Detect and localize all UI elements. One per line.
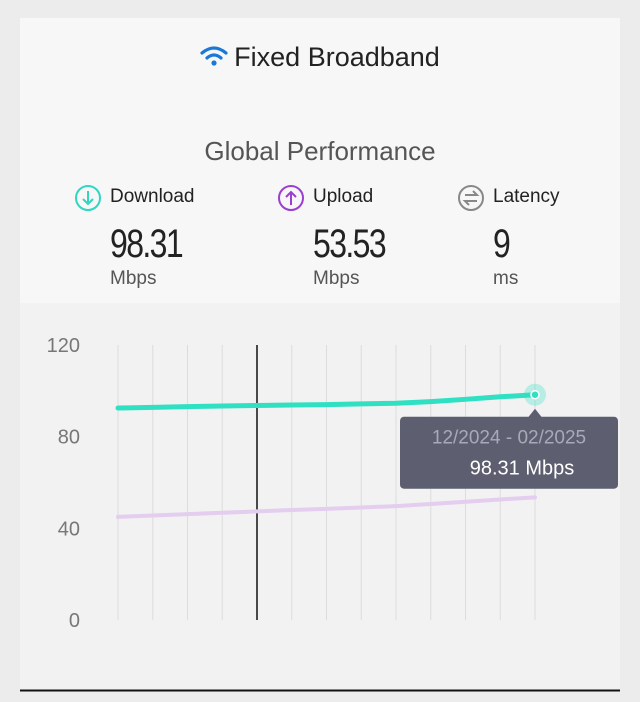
metric-unit: Mbps xyxy=(313,268,360,289)
tooltip-period: 12/2024 - 02/2025 xyxy=(432,428,586,449)
metric-unit: ms xyxy=(493,268,519,289)
series-line xyxy=(115,392,538,411)
metric-value: 98.31 xyxy=(110,222,184,266)
y-tick-label: 0 xyxy=(69,610,80,632)
tooltip-box xyxy=(400,416,618,489)
metric-label: Latency xyxy=(493,186,560,207)
metric-label: Upload xyxy=(313,186,374,207)
y-tick-label: 120 xyxy=(47,335,80,357)
y-tick-label: 40 xyxy=(58,518,80,540)
tooltip-value: 98.31 Mbps xyxy=(470,458,575,480)
title: Fixed Broadband xyxy=(234,42,440,72)
metric-unit: Mbps xyxy=(110,268,157,289)
metric-label: Download xyxy=(110,186,195,207)
header: Fixed Broadband xyxy=(20,42,620,73)
metric-value: 9 xyxy=(493,222,511,266)
section-title: Global Performance xyxy=(204,136,436,166)
wifi-icon xyxy=(200,46,228,66)
latency-icon xyxy=(458,185,484,211)
metric-value: 53.53 xyxy=(313,222,387,266)
series-line xyxy=(116,495,537,519)
upload-icon xyxy=(278,185,304,211)
y-tick-label: 80 xyxy=(58,427,80,449)
tooltip-pointer xyxy=(527,408,543,419)
tooltip: 12/2024 - 02/2025 98.31 Mbps xyxy=(400,408,618,489)
chart: 0 40 80 120 12/2024 - 02/2025 98.31 Mbps xyxy=(20,303,620,692)
hover-point xyxy=(530,389,540,400)
download-icon xyxy=(75,185,101,211)
